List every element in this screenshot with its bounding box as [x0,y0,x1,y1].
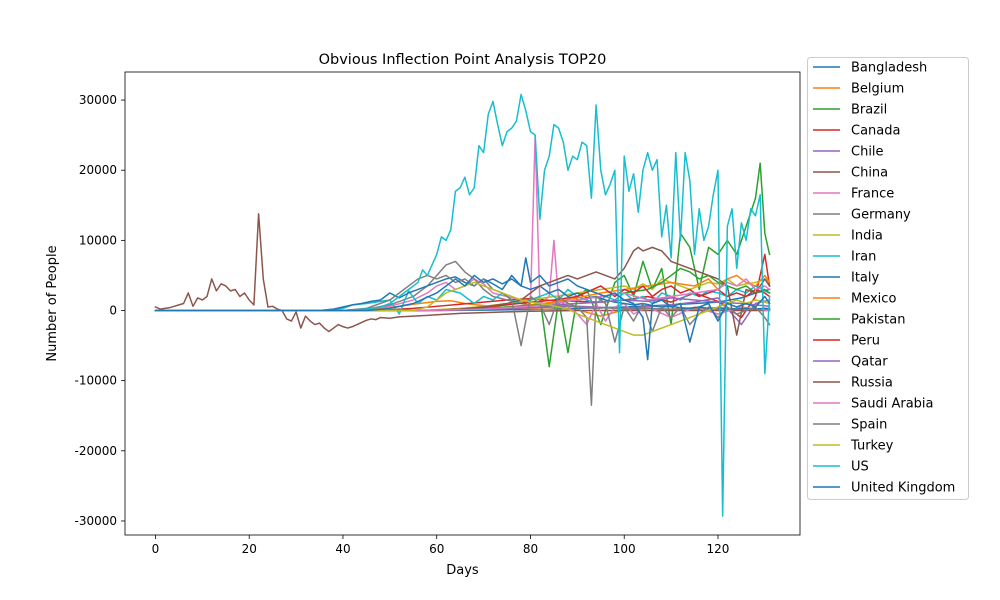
legend-label: Spain [851,418,887,433]
series-line-turkey [154,281,771,336]
x-tick-label: 80 [523,542,538,556]
y-tick-label: 30000 [79,93,117,107]
series-line-china [154,212,771,333]
y-tick-label: 10000 [79,233,117,247]
series-line-united-kingdom [154,257,771,361]
legend-label: Belgium [851,82,904,97]
legend-label: India [851,229,883,244]
legend-label: Mexico [851,292,896,307]
legend: Bangladesh Belgium Brazil Canada Chile China F… [807,57,969,500]
x-axis-ticks: 0 20 40 60 80 100 120 [152,535,730,556]
series-line-italy [154,274,771,312]
legend-label: Bangladesh [851,61,927,76]
legend-label: China [851,166,888,181]
legend-label: Chile [851,145,884,160]
legend-label: US [851,460,869,475]
x-tick-label: 40 [335,542,350,556]
legend-label: Saudi Arabia [851,397,934,412]
legend-label: Peru [851,334,880,349]
legend-frame [807,57,969,500]
y-tick-label: 20000 [79,163,117,177]
series-lines [154,93,771,517]
x-tick-label: 20 [242,542,257,556]
legend-label: Brazil [851,103,887,118]
legend-label: France [851,187,894,202]
series-line-russia [154,246,771,336]
legend-label: Canada [851,124,900,139]
legend-label: Turkey [850,439,894,454]
x-tick-label: 120 [707,542,730,556]
legend-label: Iran [851,250,876,265]
y-tick-label: 0 [109,304,117,318]
y-axis-ticks: -30000 -20000 -10000 0 10000 20000 30000 [74,93,125,528]
legend-label: Pakistan [851,313,905,328]
series-line-us [154,93,771,517]
x-tick-label: 100 [613,542,636,556]
legend-label: Germany [851,208,911,223]
y-tick-label: -30000 [74,514,117,528]
series-line-spain [154,274,771,406]
x-axis-label: Days [446,563,479,578]
y-tick-label: -10000 [74,374,117,388]
y-axis-label: Number of People [45,245,60,361]
axes-frame [124,71,801,536]
x-tick-label: 60 [429,542,444,556]
legend-label: Russia [851,376,893,391]
legend-label: Italy [851,271,880,286]
legend-label: United Kingdom [851,481,955,496]
series-line-saudi-arabia [154,278,771,312]
x-tick-label: 0 [152,542,160,556]
legend-label: Qatar [851,355,888,370]
plot-area [124,71,801,536]
y-tick-label: -20000 [74,444,117,458]
chart-title: Obvious Inflection Point Analysis TOP20 [319,52,607,68]
